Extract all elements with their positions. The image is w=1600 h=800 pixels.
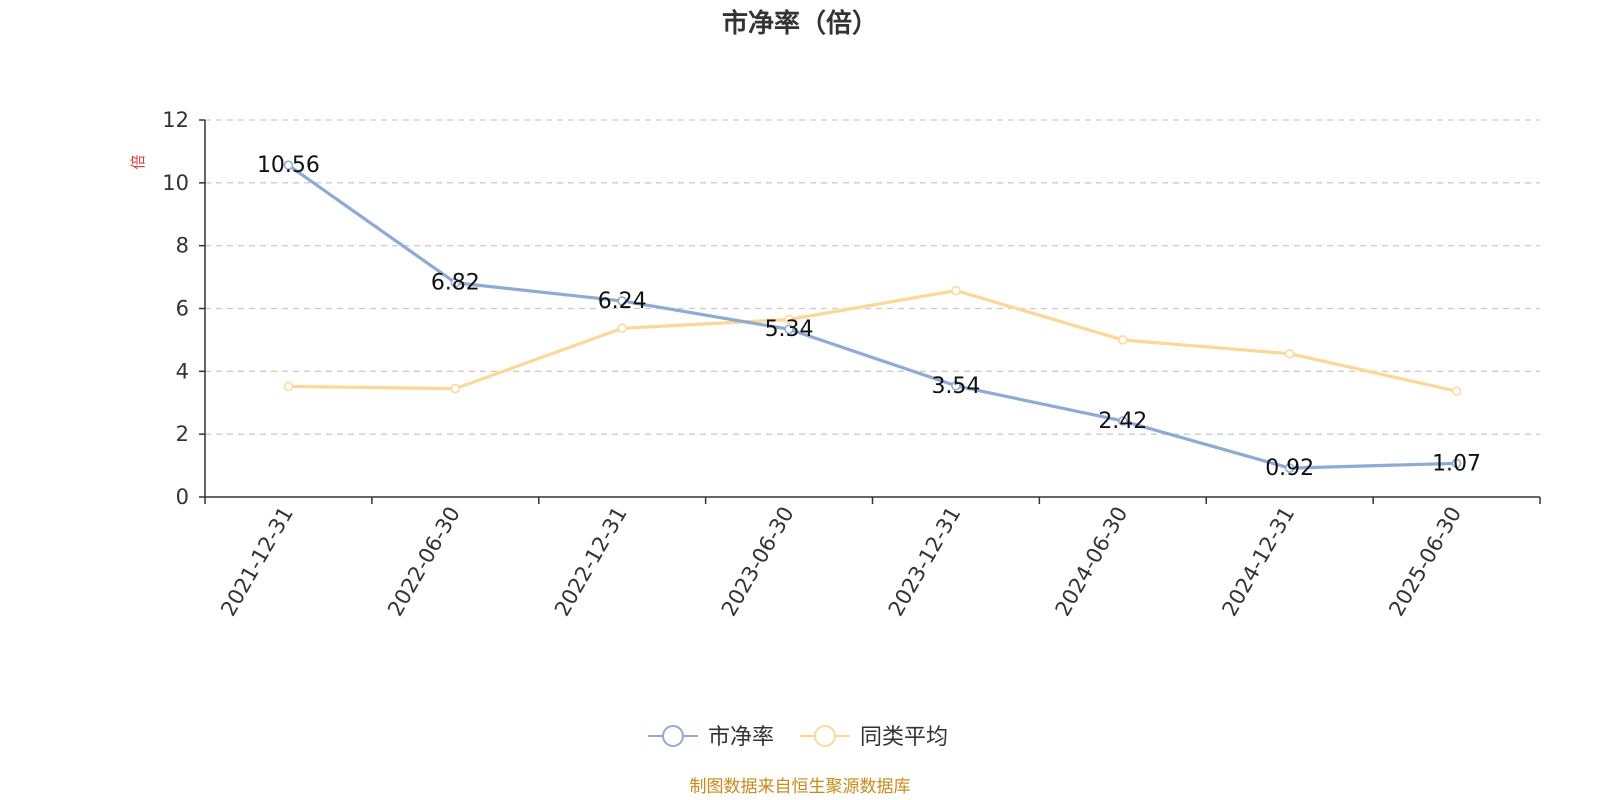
x-tick-label: 2025-06-30 [1384,503,1466,621]
data-label: 2.42 [1098,409,1147,434]
data-label: 0.92 [1265,456,1314,481]
data-label: 1.07 [1432,451,1481,476]
data-label: 6.82 [431,271,480,296]
legend-label: 同类平均 [860,725,948,750]
source-note: 制图数据来自恒生聚源数据库 [690,777,911,797]
data-point [951,381,961,391]
x-tick-label: 2022-06-30 [383,503,465,621]
data-point [784,314,794,325]
data-label: 5.34 [765,317,814,342]
legend-marker [814,725,836,747]
y-tick-label: 2 [176,422,189,446]
x-tick-label: 2023-12-31 [884,503,966,621]
legend-label: 市净率 [708,725,774,750]
x-tick-label: 2024-12-31 [1217,503,1299,621]
data-label: 10.56 [257,153,320,178]
data-point [283,381,294,392]
data-point [1451,458,1462,469]
grid-lines [205,119,1540,435]
legend: 市净率 同类平均 [648,725,948,750]
data-labels: 10.56 6.82 6.24 5.34 3.54 2.42 0.92 1.07 [257,153,1481,481]
data-point [617,323,627,334]
y-tick-label: 10 [162,171,189,195]
data-point [1118,416,1128,426]
data-point [951,285,961,296]
data-point [1284,463,1295,473]
series-line [287,163,1457,470]
data-point [784,324,794,334]
data-point [1118,335,1128,345]
data-point [450,383,461,394]
data-label: 3.54 [931,374,980,399]
y-axis-unit-label: 倍 [129,154,147,169]
series-layer [283,160,1462,473]
y-tick-label: 12 [162,108,189,132]
y-tick-label: 8 [176,234,189,258]
x-tick-label: 2023-06-30 [717,503,799,621]
data-point [1284,348,1295,359]
y-tick-label: 4 [176,359,189,383]
legend-marker [662,725,684,747]
series-line [288,288,1457,393]
data-point [450,277,461,288]
y-tick-label: 6 [176,297,189,321]
y-tick-label: 0 [176,485,189,509]
data-point [617,296,627,306]
data-label: 6.24 [598,289,647,314]
x-tick-label: 2021-12-31 [216,503,298,621]
data-point [1451,386,1462,396]
data-point [283,160,294,170]
x-tick-label: 2022-12-31 [550,503,632,621]
x-tick-label: 2024-06-30 [1051,503,1133,621]
chart-title: 市净率（倍） [722,8,878,39]
